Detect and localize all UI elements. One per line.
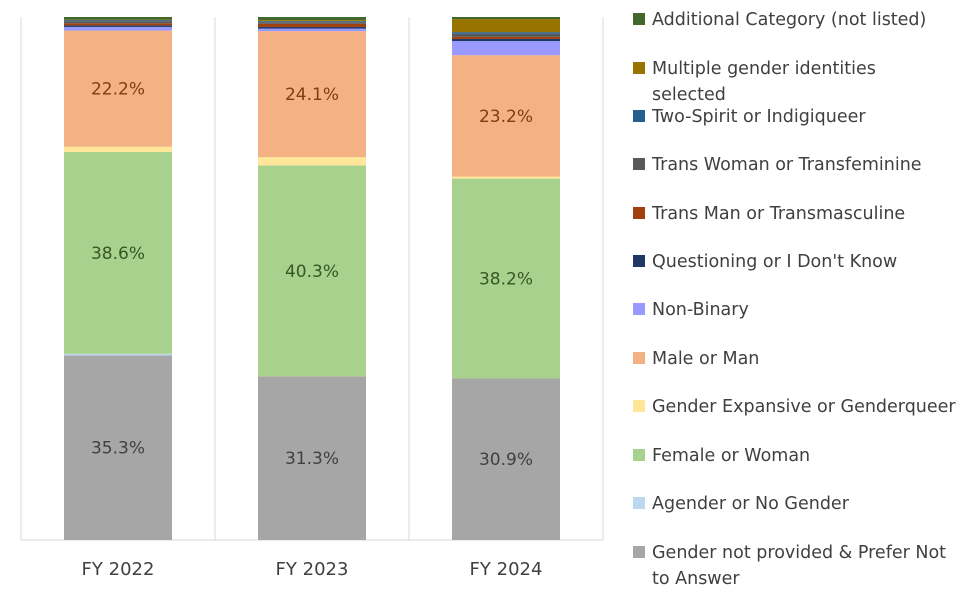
x-tick-label-fy-2023: FY 2023	[276, 559, 349, 580]
legend-swatch-gender-expansive-or-genderqueer	[633, 400, 645, 412]
legend-label-female-or-woman: Female or Woman	[652, 446, 810, 466]
bar-segment-additional-category-not-listed-fy-2022	[64, 17, 172, 20]
legend-swatch-trans-woman-or-transfeminine	[633, 158, 645, 170]
x-tick-label-fy-2024: FY 2024	[470, 559, 543, 580]
legend-label-male-or-man: Male or Man	[652, 349, 759, 369]
bar-segment-male-or-man-fy-2024	[452, 55, 560, 177]
legend-label-non-binary: Non-Binary	[652, 300, 749, 320]
legend-label-additional-category-not-listed: Additional Category (not listed)	[652, 10, 926, 30]
bar-segment-two-spirit-or-indigiqueer-fy-2023	[258, 21, 366, 23]
legend-swatch-gender-not-provided-and-prefer-not-to-answer	[633, 546, 645, 558]
bars-group	[64, 17, 560, 540]
legend-swatch-multiple-gender-identities-selected	[633, 62, 645, 74]
data-labels-group: 35.3% 38.6% 22.2% 31.3% 40.3% 24.1% 30.9% 38.2%…	[91, 80, 533, 471]
bar-segment-non-binary-fy-2023	[258, 28, 366, 32]
bar-segment-gender-not-provided-and-prefer-not-to-answer-fy-2024	[452, 378, 560, 540]
bar-segment-trans-man-or-transmasculine-fy-2022	[64, 23, 172, 26]
data-label-gender-not-provided-and-prefer-not-to-answer-fy-2022: 35.3%	[91, 439, 145, 459]
bar-segment-non-binary-fy-2024	[452, 41, 560, 56]
bar-segment-questioning-or-i-don-t-know-fy-2024	[452, 38, 560, 42]
legend-swatch-non-binary	[633, 303, 645, 315]
legend-label-two-spirit-or-indigiqueer: Two-Spirit or Indigiqueer	[651, 107, 866, 127]
legend-label-gender-expansive-or-genderqueer: Gender Expansive or Genderqueer	[652, 397, 956, 417]
bar-segment-additional-category-not-listed-fy-2024	[452, 17, 560, 20]
legend-label-gender-not-provided-and-prefer-not-to-answer: Gender not provided & Prefer Not to Answe…	[652, 543, 946, 589]
bar-segment-gender-not-provided-and-prefer-not-to-answer-fy-2023	[258, 376, 366, 540]
data-label-gender-not-provided-and-prefer-not-to-answer-fy-2024: 30.9%	[479, 450, 533, 470]
bar-segment-gender-expansive-or-genderqueer-fy-2022	[64, 146, 172, 152]
data-label-male-or-man-fy-2024: 23.2%	[479, 107, 533, 127]
bar-segment-questioning-or-i-don-t-know-fy-2022	[64, 25, 172, 27]
bar-segment-multiple-gender-identities-selected-fy-2022	[64, 19, 172, 21]
legend-label-multiple-gender-identities-selected: Multiple gender identities selected	[652, 59, 876, 105]
legend-swatch-agender-or-no-gender	[633, 497, 645, 509]
data-label-gender-not-provided-and-prefer-not-to-answer-fy-2023: 31.3%	[285, 449, 339, 469]
bar-segment-trans-woman-or-transfeminine-fy-2024	[452, 33, 560, 37]
legend-swatch-additional-category-not-listed	[633, 13, 645, 25]
bar-segment-agender-or-no-gender-fy-2022	[64, 353, 172, 356]
x-tick-label-fy-2022: FY 2022	[82, 559, 155, 580]
bar-segment-additional-category-not-listed-fy-2023	[258, 17, 366, 21]
x-axis-tick-labels: FY 2022 FY 2023 FY 2024	[82, 559, 543, 580]
legend: Additional Category (not listed) Multiple…	[633, 10, 956, 589]
legend-swatch-female-or-woman	[633, 449, 645, 461]
bar-segment-non-binary-fy-2022	[64, 26, 172, 31]
bar-segment-female-or-woman-fy-2023	[258, 165, 366, 377]
legend-swatch-two-spirit-or-indigiqueer	[633, 110, 645, 122]
legend-swatch-male-or-man	[633, 352, 645, 364]
data-label-female-or-woman-fy-2023: 40.3%	[285, 262, 339, 282]
bar-segment-male-or-man-fy-2023	[258, 31, 366, 158]
data-label-male-or-man-fy-2022: 22.2%	[91, 80, 145, 100]
bar-segment-two-spirit-or-indigiqueer-fy-2022	[64, 20, 172, 22]
bar-segment-trans-woman-or-transfeminine-fy-2023	[258, 22, 366, 24]
bar-segment-multiple-gender-identities-selected-fy-2024	[452, 19, 560, 33]
bar-segment-gender-expansive-or-genderqueer-fy-2024	[452, 176, 560, 179]
data-label-female-or-woman-fy-2022: 38.6%	[91, 244, 145, 264]
bar-segment-female-or-woman-fy-2024	[452, 178, 560, 379]
bar-segment-female-or-woman-fy-2022	[64, 151, 172, 354]
bar-segment-trans-woman-or-transfeminine-fy-2022	[64, 21, 172, 24]
bar-segment-gender-not-provided-and-prefer-not-to-answer-fy-2022	[64, 355, 172, 540]
bar-segment-trans-man-or-transmasculine-fy-2024	[452, 36, 560, 39]
legend-label-agender-or-no-gender: Agender or No Gender	[652, 494, 850, 514]
bar-segment-two-spirit-or-indigiqueer-fy-2024	[452, 32, 560, 34]
legend-label-questioning-or-i-don-t-know: Questioning or I Don't Know	[652, 252, 897, 272]
legend-swatch-questioning-or-i-don-t-know	[633, 255, 645, 267]
data-label-female-or-woman-fy-2024: 38.2%	[479, 270, 533, 290]
bar-segment-male-or-man-fy-2022	[64, 30, 172, 147]
bar-segment-trans-man-or-transmasculine-fy-2023	[258, 23, 366, 27]
bar-segment-gender-expansive-or-genderqueer-fy-2023	[258, 157, 366, 166]
data-label-male-or-man-fy-2023: 24.1%	[285, 85, 339, 105]
legend-swatch-trans-man-or-transmasculine	[633, 207, 645, 219]
legend-label-trans-woman-or-transfeminine: Trans Woman or Transfeminine	[651, 155, 922, 175]
legend-label-trans-man-or-transmasculine: Trans Man or Transmasculine	[651, 204, 905, 224]
bar-segment-multiple-gender-identities-selected-fy-2023	[258, 20, 366, 22]
bar-segment-questioning-or-i-don-t-know-fy-2023	[258, 26, 366, 29]
